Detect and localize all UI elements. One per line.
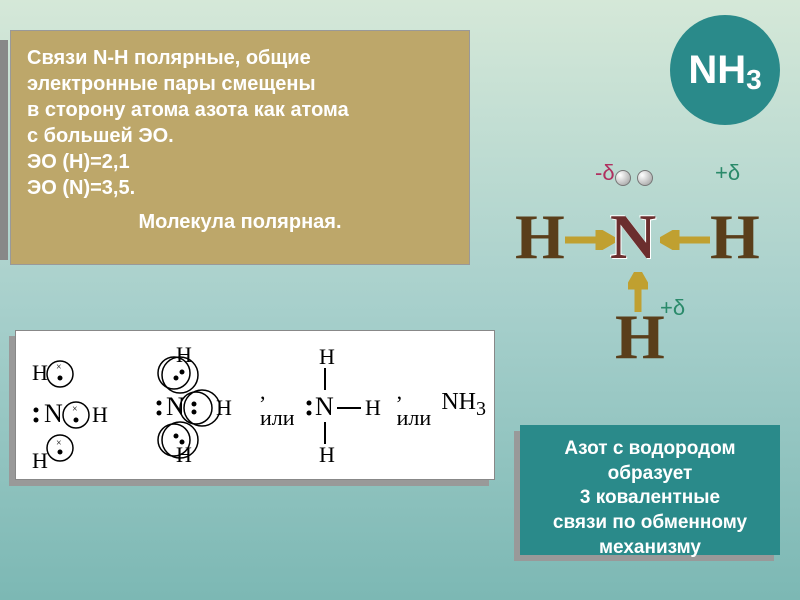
- separator-text: , или: [397, 379, 432, 431]
- bond-arrow-icon: [660, 230, 710, 255]
- hydrogen-atom: H: [710, 200, 760, 274]
- lewis-diagram-2: N H H H: [134, 340, 254, 470]
- hydrogen-atom: H: [515, 200, 565, 274]
- svg-text:H: H: [176, 342, 192, 367]
- svg-text:H: H: [92, 402, 108, 427]
- desc-line: в сторону атома азота как атома: [27, 97, 453, 123]
- formula-base: NH: [688, 48, 746, 93]
- shadow-decoration: [0, 40, 8, 260]
- svg-text:×: ×: [56, 438, 62, 449]
- svg-text:H: H: [319, 442, 335, 467]
- svg-text:H: H: [216, 395, 232, 420]
- description-box: Связи N-H полярные, общие электронные па…: [10, 30, 470, 265]
- bond-arrow-icon: [565, 230, 615, 255]
- desc-line: Связи N-H полярные, общие: [27, 45, 453, 71]
- desc-conclusion: Молекула полярная.: [27, 209, 453, 235]
- lone-pair-icon: [615, 170, 653, 186]
- molecular-formula: NH3: [441, 389, 486, 421]
- svg-text:×: ×: [72, 404, 78, 415]
- svg-text:H: H: [319, 344, 335, 369]
- lewis-diagram-1: H × N × H × H: [24, 340, 134, 470]
- svg-text:H: H: [365, 395, 381, 420]
- summary-line: 3 ковалентные: [530, 486, 770, 511]
- desc-line: ЭО (H)=2,1: [27, 149, 453, 175]
- positive-charge: +δ: [715, 160, 740, 186]
- svg-text:H: H: [176, 442, 192, 467]
- svg-text:N: N: [315, 392, 334, 421]
- negative-charge: -δ: [595, 160, 615, 186]
- svg-text:H: H: [32, 360, 48, 385]
- molecule-diagram: -δ +δ +δ N H H H: [500, 150, 760, 370]
- desc-line: электронные пары смещены: [27, 71, 453, 97]
- nitrogen-atom: N: [610, 200, 656, 274]
- lewis-structure-box: H × N × H × H N H H H , или: [15, 330, 495, 480]
- svg-text:×: ×: [56, 362, 62, 373]
- structural-formula: N H H H: [301, 340, 391, 470]
- desc-line: с большей ЭО.: [27, 123, 453, 149]
- separator-text: , или: [260, 379, 295, 431]
- summary-box: Азот с водородом образует 3 ковалентные …: [520, 425, 780, 555]
- desc-line: ЭО (N)=3,5.: [27, 175, 453, 201]
- summary-line: связи по обменному: [530, 511, 770, 536]
- summary-line: Азот с водородом: [530, 437, 770, 462]
- formula-subscript: 3: [746, 64, 762, 96]
- formula-badge: NH 3: [670, 15, 780, 125]
- bond-arrow-icon: [628, 272, 648, 317]
- summary-line: механизму: [530, 536, 770, 561]
- svg-text:H: H: [32, 448, 48, 470]
- summary-line: образует: [530, 462, 770, 487]
- svg-text:N: N: [44, 399, 63, 428]
